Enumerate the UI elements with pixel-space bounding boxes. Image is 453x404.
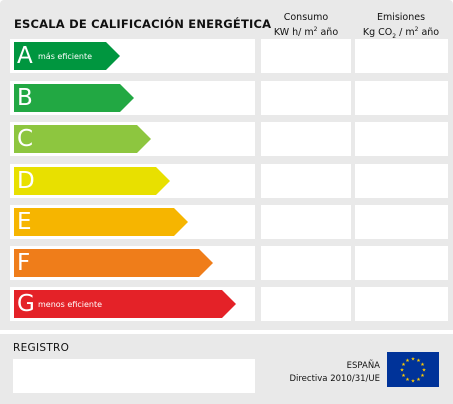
consumo-cell-c[interactable] <box>261 122 351 156</box>
rating-note: más eficiente <box>38 52 93 61</box>
country-directive: ESPAÑA Directiva 2010/31/UE <box>289 360 380 386</box>
consumo-header-line1: Consumo <box>283 12 329 23</box>
eu-star-icon: ★ <box>411 357 416 363</box>
rating-arrow-f: F <box>14 249 213 277</box>
eu-star-icon: ★ <box>400 368 405 374</box>
registro-field[interactable] <box>13 359 255 393</box>
eu-star-icon: ★ <box>416 358 421 364</box>
rating-note: menos eficiente <box>38 300 103 309</box>
rating-arrow-e: E <box>14 208 188 236</box>
rating-arrow-b: B <box>14 84 134 112</box>
consumo-cell-a[interactable] <box>261 39 351 73</box>
emisiones-cell-d[interactable] <box>355 164 448 198</box>
emisiones-cell-b[interactable] <box>355 81 448 115</box>
rating-row-e: E <box>10 205 255 239</box>
emisiones-cell-c[interactable] <box>355 122 448 156</box>
emisiones-cell-a[interactable] <box>355 39 448 73</box>
rating-row-f: F <box>10 246 255 280</box>
consumo-header-line2: KW h/ m2 año <box>273 26 339 39</box>
eu-star-icon: ★ <box>422 368 427 374</box>
rating-row-b: B <box>10 81 255 115</box>
country-text: ESPAÑA <box>346 361 380 371</box>
rating-letter: A <box>17 43 33 69</box>
emisiones-cell-e[interactable] <box>355 205 448 239</box>
rating-letter: E <box>17 209 32 235</box>
eu-star-icon: ★ <box>420 362 425 368</box>
registro-label: REGISTRO <box>13 342 70 354</box>
eu-flag-icon: ★ ★ ★ ★ ★ ★ ★ ★ ★ ★ ★ ★ <box>387 352 439 387</box>
emisiones-cell-f[interactable] <box>355 246 448 280</box>
rating-letter: F <box>17 250 31 276</box>
rating-letter: C <box>17 126 34 152</box>
consumo-column-header: Consumo KW h/ m2 año <box>262 12 350 39</box>
consumo-cell-g[interactable] <box>261 287 351 321</box>
consumo-cell-d[interactable] <box>261 164 351 198</box>
eu-star-icon: ★ <box>401 362 406 368</box>
emisiones-column-header: Emisiones Kg CO2 / m2 año <box>355 12 447 43</box>
rating-row-c: C <box>10 122 255 156</box>
eu-star-icon: ★ <box>411 379 416 385</box>
eu-star-icon: ★ <box>401 373 406 379</box>
rating-letter: B <box>17 85 33 111</box>
eu-star-icon: ★ <box>420 373 425 379</box>
eu-star-icon: ★ <box>416 377 421 383</box>
rating-letter: D <box>17 168 35 194</box>
rating-letter: G <box>17 291 35 317</box>
rating-row-d: D <box>10 164 255 198</box>
consumo-cell-b[interactable] <box>261 81 351 115</box>
emisiones-header-line2: Kg CO2 / m2 año <box>362 26 440 41</box>
emisiones-header-line1: Emisiones <box>376 12 426 23</box>
consumo-cell-f[interactable] <box>261 246 351 280</box>
label-title: ESCALA DE CALIFICACIÓN ENERGÉTICA <box>14 17 272 31</box>
eu-star-icon: ★ <box>405 377 410 383</box>
registration-section: REGISTRO ESPAÑA Directiva 2010/31/UE ★ ★ ★… <box>0 330 453 404</box>
rating-arrow-c: C <box>14 125 151 153</box>
consumo-cell-e[interactable] <box>261 205 351 239</box>
directive-text: Directiva 2010/31/UE <box>289 374 380 384</box>
rating-arrow-d: D <box>14 167 170 195</box>
emisiones-cell-g[interactable] <box>355 287 448 321</box>
eu-star-icon: ★ <box>405 358 410 364</box>
